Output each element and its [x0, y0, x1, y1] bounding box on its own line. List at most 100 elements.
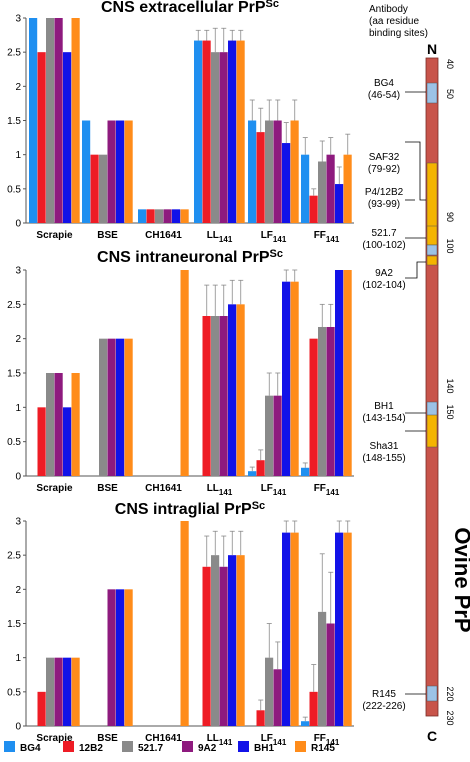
- antibody-sites: (148-155): [362, 453, 405, 464]
- bar-521.7-LL: [211, 52, 220, 223]
- bar-12B2-Scrapie: [37, 691, 46, 726]
- antibody-sites: (100-102): [362, 240, 405, 251]
- bar-521.7-CH1641: [155, 209, 164, 223]
- y-tick-label: 0.5: [7, 437, 21, 448]
- bar-12B2-LL: [202, 40, 211, 223]
- bar-521.7-Scrapie: [46, 373, 55, 476]
- bar-521.7-BSE: [99, 154, 108, 223]
- chart-panel-3: CNS intraglial PrPSc 0 0.5 1 1.5 2 2.5 3 Scrapie…: [7, 500, 354, 747]
- chart-panel-2: CNS intraneuronal PrPSc 0 0.5 1 1.5 2 2.5 3 Scra…: [7, 248, 354, 497]
- bar-BH1-Scrapie: [63, 52, 72, 223]
- bar-12B2-LF: [256, 132, 265, 223]
- y-tick-label: 2: [15, 585, 21, 596]
- bar-9A2-LL: [219, 52, 228, 223]
- x-tick-label: BSE: [97, 483, 118, 494]
- legend-swatch-9A2: [182, 741, 193, 752]
- bar-BH1-FF: [335, 184, 344, 223]
- bar-9A2-FF: [326, 154, 335, 223]
- x-tick-label: BSE: [97, 733, 118, 744]
- legend-swatch-BG4: [4, 741, 15, 752]
- bar-BH1-BSE: [116, 338, 125, 476]
- bar-R145-BSE: [124, 120, 133, 223]
- residue-mark: 230: [445, 710, 455, 725]
- residue-mark: 50: [445, 89, 455, 99]
- bar-521.7-FF: [318, 161, 327, 223]
- bar-BH1-FF: [335, 532, 344, 726]
- x-tick-label: CH1641: [145, 483, 182, 494]
- epitope-521.7: [426, 244, 438, 256]
- y-tick-label: 0: [15, 472, 21, 483]
- x-tick-label: BSE: [97, 230, 118, 241]
- bar-BG4-LF: [248, 471, 257, 476]
- bar-12B2-FF: [309, 691, 318, 726]
- bar-R145-CH1641: [180, 209, 189, 223]
- bar-9A2-CH1641: [163, 209, 172, 223]
- bar-521.7-LL: [211, 555, 220, 726]
- n-terminus-label: N: [427, 41, 437, 57]
- antibody-connector: [405, 141, 426, 201]
- bar-R145-Scrapie: [71, 373, 80, 476]
- bar-BG4-FF: [301, 467, 310, 476]
- chart-title: CNS extracellular PrPSc: [101, 0, 279, 16]
- x-tick-label: CH1641: [145, 733, 182, 744]
- antibody-sites: (143-154): [362, 413, 405, 424]
- residue-mark: 140: [445, 378, 455, 393]
- legend-label-9A2: 9A2: [198, 743, 217, 754]
- y-tick-label: 1.5: [7, 619, 21, 630]
- epitope-R145: [426, 685, 438, 702]
- bar-9A2-BSE: [107, 589, 116, 726]
- y-tick-label: 3: [15, 14, 21, 25]
- bar-BG4-FF: [301, 154, 310, 223]
- y-tick-label: 2.5: [7, 300, 21, 311]
- bar-12B2-BSE: [90, 154, 99, 223]
- x-tick-subscript: 141: [326, 235, 340, 244]
- bar-12B2-LL: [202, 566, 211, 726]
- bar-BG4-Scrapie: [29, 18, 38, 223]
- protein-label: Ovine PrP: [450, 527, 470, 632]
- x-tick-label: FF141: [314, 230, 340, 244]
- antibody-name: 9A2: [375, 268, 393, 279]
- antibody-name: BG4: [374, 78, 394, 89]
- y-tick-label: 2: [15, 334, 21, 345]
- prp-protein-bar: [425, 57, 439, 717]
- bar-R145-Scrapie: [71, 657, 80, 726]
- bar-R145-FF: [343, 154, 352, 223]
- legend-swatch-R145: [295, 741, 306, 752]
- bar-BH1-BSE: [116, 120, 125, 223]
- residue-mark: 220: [445, 686, 455, 701]
- legend-label-12B2: 12B2: [79, 743, 103, 754]
- bar-BH1-Scrapie: [63, 407, 72, 476]
- x-tick-subscript: 141: [219, 235, 233, 244]
- chart-title: CNS intraglial PrPSc: [115, 500, 265, 518]
- epitope-SAF32: [426, 162, 438, 233]
- bar-R145-CH1641: [180, 521, 189, 726]
- bar-BG4-BSE: [82, 120, 91, 223]
- bar-R145-CH1641: [180, 270, 189, 476]
- bar-9A2-LF: [273, 120, 282, 223]
- bar-521.7-LF: [265, 657, 274, 726]
- antibody-name: R145: [372, 689, 396, 700]
- bar-9A2-FF: [326, 623, 335, 726]
- bar-R145-LL: [236, 304, 245, 476]
- bar-521.7-LF: [265, 120, 274, 223]
- legend-label-BG4: BG4: [20, 743, 41, 754]
- bar-521.7-FF: [318, 326, 327, 476]
- bar-BG4-CH1641: [138, 209, 147, 223]
- x-tick-subscript: 141: [273, 488, 287, 497]
- y-tick-label: 0.5: [7, 687, 21, 698]
- bar-R145-BSE: [124, 589, 133, 726]
- bar-12B2-LL: [202, 316, 211, 476]
- x-tick-label: CH1641: [145, 230, 182, 241]
- bar-9A2-LL: [219, 316, 228, 476]
- y-tick-label: 2.5: [7, 551, 21, 562]
- bar-12B2-CH1641: [146, 209, 155, 223]
- residue-mark: 150: [445, 404, 455, 419]
- residue-mark: 100: [445, 238, 455, 253]
- bar-BH1-Scrapie: [63, 657, 72, 726]
- x-tick-label: LL141: [207, 230, 233, 244]
- bar-521.7-LF: [265, 395, 274, 476]
- x-tick-subscript: 141: [326, 488, 340, 497]
- chart-title-sup: Sc: [270, 248, 283, 260]
- antibody-sites: (222-226): [362, 701, 405, 712]
